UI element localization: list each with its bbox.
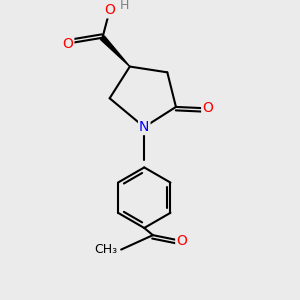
Text: O: O [104, 3, 115, 17]
Polygon shape [100, 36, 130, 67]
Text: O: O [62, 37, 73, 50]
Text: CH₃: CH₃ [94, 243, 118, 256]
Text: O: O [176, 234, 187, 248]
Text: O: O [202, 101, 213, 116]
Text: H: H [120, 0, 129, 12]
Text: N: N [139, 120, 149, 134]
